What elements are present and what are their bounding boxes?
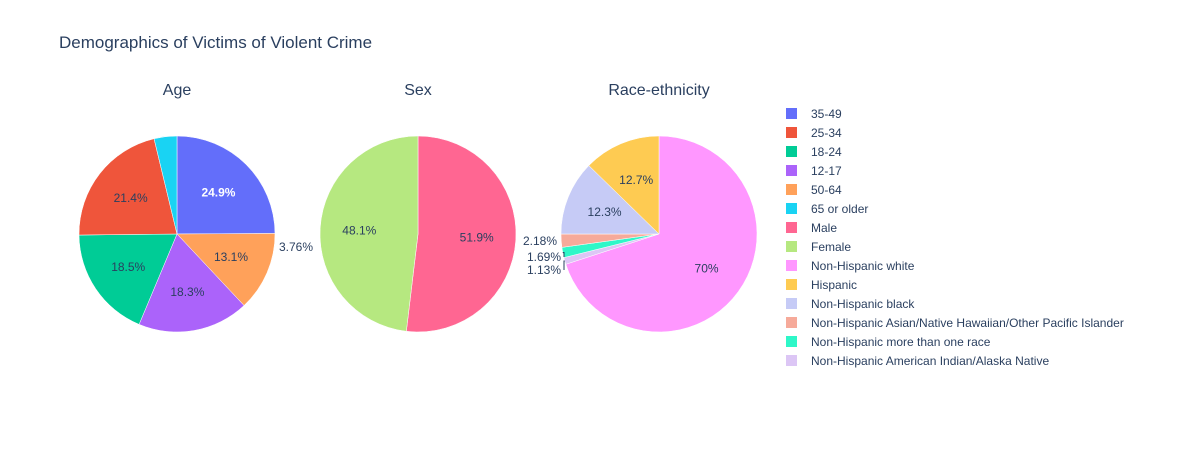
legend-label: 18-24 (811, 145, 842, 159)
legend-item-non-hispanic-more-than-one-race[interactable]: Non-Hispanic more than one race (786, 335, 991, 349)
pie-slice-35-49[interactable] (176, 135, 276, 235)
slice-label: 1.13% (527, 263, 561, 277)
legend-item-male[interactable]: Male (786, 221, 837, 235)
legend-swatch (786, 355, 797, 366)
pie-slice-male[interactable] (406, 135, 517, 333)
legend-label: 65 or older (811, 202, 868, 216)
slice-label: 12.7% (619, 173, 653, 187)
slice-label: 51.9% (460, 231, 494, 245)
legend-item-35-49[interactable]: 35-49 (786, 107, 842, 121)
legend-swatch (786, 146, 797, 157)
subplot-title: Sex (404, 82, 432, 99)
slice-label: 3.76% (279, 240, 313, 254)
legend-item-female[interactable]: Female (786, 240, 851, 254)
slice-leader-line (562, 252, 565, 257)
slice-label: 12.3% (588, 205, 622, 219)
legend-swatch (786, 108, 797, 119)
slice-label: 21.4% (114, 191, 148, 205)
pie-age: Age 24.9% 13.1% 18.3% 18.5% 21.4% 3.76% (78, 82, 313, 333)
legend-swatch (786, 298, 797, 309)
legend-swatch (786, 184, 797, 195)
legend-label: 12-17 (811, 164, 842, 178)
legend-item-non-hispanic-black[interactable]: Non-Hispanic black (786, 297, 915, 311)
legend-swatch (786, 241, 797, 252)
legend-label: Non-Hispanic Asian/Native Hawaiian/Other… (811, 316, 1124, 330)
slice-label: 2.18% (523, 234, 557, 248)
chart-title: Demographics of Victims of Violent Crime (59, 33, 373, 52)
slice-label: 1.69% (527, 250, 561, 264)
pie-slice-50-64[interactable] (176, 233, 276, 306)
legend-label: Hispanic (811, 278, 857, 292)
pie-slice-non-hispanic-white[interactable] (565, 135, 758, 333)
legend-label: 25-34 (811, 126, 842, 140)
legend-label: Non-Hispanic American Indian/Alaska Nati… (811, 354, 1049, 368)
slice-label: 18.3% (170, 285, 204, 299)
pie-slice-18-24[interactable] (78, 233, 178, 325)
legend-item-25-34[interactable]: 25-34 (786, 126, 842, 140)
legend-label: 35-49 (811, 107, 842, 121)
pie-slice-female[interactable] (319, 135, 419, 332)
legend-label: Non-Hispanic black (811, 297, 915, 311)
slice-label: 70% (695, 262, 719, 276)
legend-label: 50-64 (811, 183, 842, 197)
legend-item-non-hispanic-white[interactable]: Non-Hispanic white (786, 259, 915, 273)
legend-item-12-17[interactable]: 12-17 (786, 164, 842, 178)
subplot-title: Age (163, 82, 192, 99)
legend-label: Non-Hispanic white (811, 259, 915, 273)
legend-item-65-or-older[interactable]: 65 or older (786, 202, 868, 216)
legend-label: Male (811, 221, 837, 235)
legend-swatch (786, 260, 797, 271)
slice-label: 13.1% (214, 250, 248, 264)
legend-swatch (786, 222, 797, 233)
legend-swatch (786, 279, 797, 290)
pie-race-ethnicity: Race-ethnicity 70% 1.13%1.69% 2.18% 12.3% 12.… (523, 82, 758, 333)
subplot-title: Race-ethnicity (608, 82, 709, 99)
legend-swatch (786, 317, 797, 328)
legend-label: Non-Hispanic more than one race (811, 335, 991, 349)
slice-label: 18.5% (111, 260, 145, 274)
legend-item-hispanic[interactable]: Hispanic (786, 278, 857, 292)
legend-swatch (786, 165, 797, 176)
legend-item-non-hispanic-american-indian-alaska-native[interactable]: Non-Hispanic American Indian/Alaska Nati… (786, 354, 1049, 368)
pie-slice-non-hispanic-black[interactable] (560, 165, 660, 235)
legend: 35-49 25-34 18-24 12-17 50-64 65 or older Male… (786, 107, 1124, 368)
pie-sex: Sex 51.9% 48.1% (319, 82, 517, 333)
slice-label: 48.1% (342, 223, 376, 237)
legend-item-non-hispanic-asian-native-hawaiian-other-pacific-islander[interactable]: Non-Hispanic Asian/Native Hawaiian/Other… (786, 316, 1124, 330)
slice-label: 24.9% (201, 185, 235, 199)
legend-swatch (786, 336, 797, 347)
pie-slice-hispanic[interactable] (588, 135, 660, 235)
legend-item-50-64[interactable]: 50-64 (786, 183, 842, 197)
legend-item-18-24[interactable]: 18-24 (786, 145, 842, 159)
pie-slice-25-34[interactable] (78, 138, 178, 236)
pie-slice-65-or-older[interactable] (153, 135, 178, 235)
legend-swatch (786, 127, 797, 138)
legend-label: Female (811, 240, 851, 254)
legend-swatch (786, 203, 797, 214)
slice-leader-line (563, 260, 565, 270)
pie-slice-12-17[interactable] (138, 233, 245, 333)
